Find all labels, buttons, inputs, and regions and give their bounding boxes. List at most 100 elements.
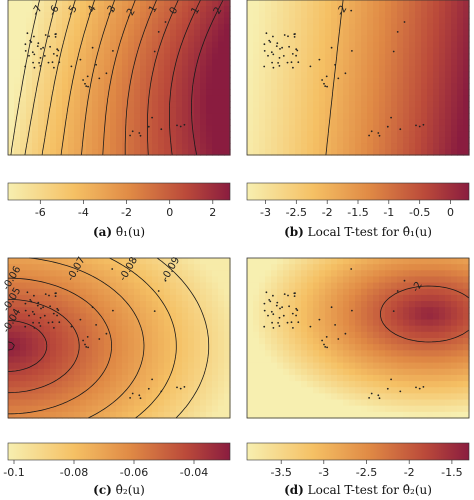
heatmap-cell xyxy=(110,59,117,67)
heatmap-cell xyxy=(457,338,464,345)
heatmap-cell xyxy=(301,17,308,25)
heatmap-cell xyxy=(295,137,302,144)
heatmap-cell xyxy=(247,325,254,333)
heatmap-cell xyxy=(421,325,428,333)
heatmap-cell xyxy=(313,89,320,96)
heatmap-cell xyxy=(122,53,129,61)
heatmap-cell xyxy=(259,149,266,156)
heatmap-cell xyxy=(403,307,410,314)
observation-point xyxy=(292,66,294,69)
heatmap-cell xyxy=(224,338,231,345)
heatmap-cell xyxy=(451,356,458,364)
heatmap-cell xyxy=(20,83,27,91)
colorbar-tick-label: -2 xyxy=(322,206,333,219)
heatmap-cell xyxy=(433,131,440,138)
heatmap-cell xyxy=(427,101,434,108)
heatmap-cell xyxy=(194,143,201,150)
observation-point xyxy=(49,45,51,48)
heatmap-cell xyxy=(403,29,410,37)
heatmap-cell xyxy=(14,313,21,321)
heatmap-cell xyxy=(427,23,434,31)
heatmap-cell xyxy=(164,374,171,382)
contour-line xyxy=(380,285,470,343)
heatmap-cell xyxy=(451,319,458,327)
heatmap-cell xyxy=(104,381,111,388)
heatmap-cell xyxy=(14,149,21,156)
heatmap-cell xyxy=(319,258,326,265)
heatmap-cell xyxy=(68,387,75,394)
heatmap-cell xyxy=(457,29,464,37)
heatmap-cell xyxy=(343,149,350,156)
heatmap-cell xyxy=(247,288,254,296)
heatmap-cell xyxy=(415,59,422,67)
heatmap-cell xyxy=(26,288,33,296)
heatmap-cell xyxy=(343,264,350,271)
heatmap-cell xyxy=(32,95,39,102)
heatmap-cell xyxy=(116,288,123,296)
heatmap-cell xyxy=(367,313,374,321)
heatmap-cell xyxy=(439,101,446,108)
heatmap-cell xyxy=(361,319,368,327)
heatmap-cell xyxy=(80,288,87,296)
heatmap-cell xyxy=(421,143,428,150)
contour-line xyxy=(102,0,136,156)
heatmap-cell xyxy=(200,101,207,108)
heatmap-cell xyxy=(457,149,464,156)
heatmap-cell xyxy=(92,307,99,314)
heatmap-cell xyxy=(271,17,278,25)
heatmap-cell xyxy=(8,83,15,91)
heatmap-cell xyxy=(74,264,81,271)
observation-point xyxy=(272,35,274,38)
heatmap-cell xyxy=(409,405,416,413)
heatmap-cell xyxy=(319,65,326,73)
heatmap-cell xyxy=(247,35,254,43)
heatmap-cell xyxy=(319,276,326,284)
panel-b: -2 -3 -2.5 -2 -1.5 -1 -0.5 0 (b) Local T-test … xyxy=(246,0,470,239)
heatmap-cell xyxy=(445,411,452,419)
heatmap-cell xyxy=(104,71,111,79)
heatmap-cell xyxy=(295,65,302,73)
heatmap-cell xyxy=(140,107,147,114)
heatmap-cell xyxy=(20,71,27,79)
heatmap-cell xyxy=(14,17,21,25)
heatmap-cell xyxy=(20,368,27,376)
heatmap-cell xyxy=(8,356,15,364)
heatmap-cell xyxy=(463,137,470,144)
heatmap-cell xyxy=(68,313,75,321)
heatmap-cell xyxy=(206,387,213,394)
heatmap-cell xyxy=(158,131,165,138)
heatmap-cell xyxy=(277,276,284,284)
heatmap-cell xyxy=(44,411,51,419)
contour-label: -1 xyxy=(145,4,160,18)
heatmap-cell xyxy=(50,362,57,370)
heatmap-cell xyxy=(224,319,231,327)
heatmap-cell xyxy=(200,350,207,358)
heatmap-cell xyxy=(415,325,422,333)
heatmap-cell xyxy=(337,59,344,67)
heatmap-cell xyxy=(457,23,464,31)
heatmap-cell xyxy=(277,23,284,31)
heatmap-cell xyxy=(439,5,446,13)
heatmap-cell xyxy=(26,356,33,364)
heatmap-cell xyxy=(92,331,99,339)
heatmap-cell xyxy=(44,95,51,102)
heatmap-cell xyxy=(319,350,326,358)
heatmap-cell xyxy=(265,107,272,114)
heatmap-cell xyxy=(265,264,272,271)
heatmap-cell xyxy=(301,319,308,327)
heatmap-cell xyxy=(331,381,338,388)
heatmap-cell xyxy=(20,374,27,382)
heatmap-cell xyxy=(170,59,177,67)
heatmap-cell xyxy=(98,356,105,364)
heatmap-cell xyxy=(32,301,39,308)
heatmap-cell xyxy=(439,344,446,351)
heatmap-cell xyxy=(463,307,470,314)
heatmap-cell xyxy=(62,307,69,314)
heatmap-cell xyxy=(116,125,123,132)
heatmap-cell xyxy=(98,59,105,67)
heatmap-cell xyxy=(176,89,183,96)
heatmap-cell xyxy=(122,77,129,85)
heatmap-cell xyxy=(212,107,219,114)
heatmap-cell xyxy=(439,35,446,43)
heatmap-cell xyxy=(265,399,272,407)
